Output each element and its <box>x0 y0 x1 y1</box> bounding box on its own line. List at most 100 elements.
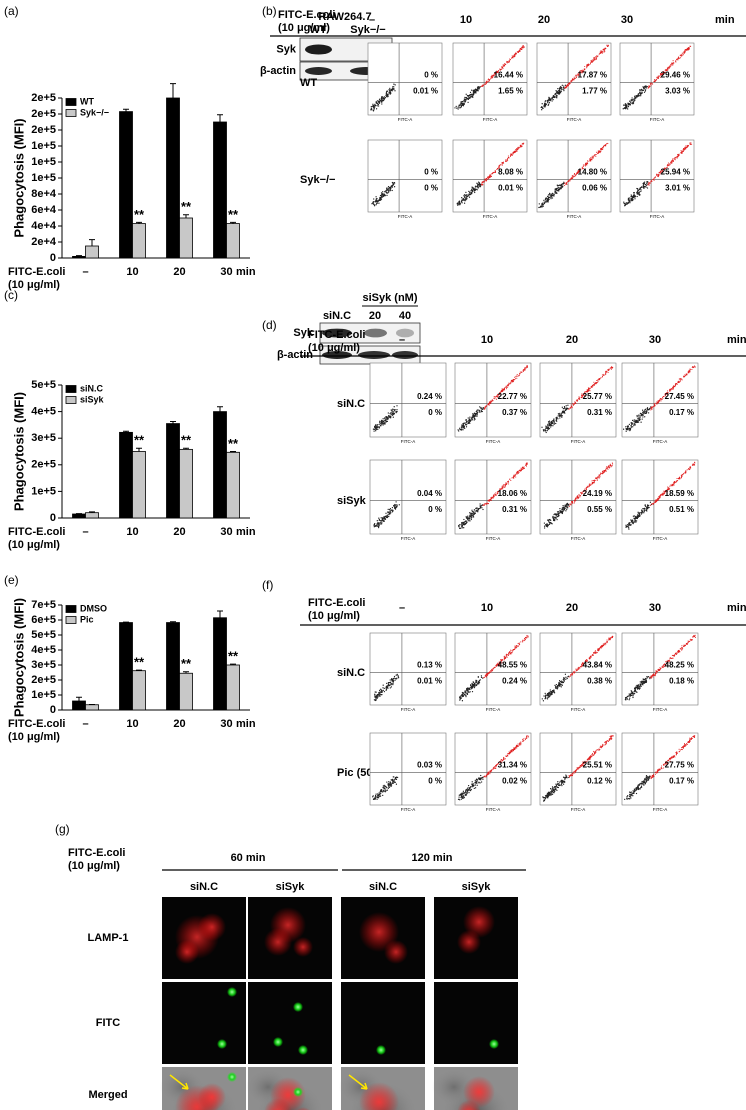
quadrant-percent: 0.03 % <box>417 761 442 770</box>
quadrant-percent: 0.55 % <box>587 505 612 514</box>
event-dots <box>459 675 484 702</box>
bar <box>72 700 86 711</box>
quadrant-percent: 0.17 % <box>669 408 694 417</box>
blot-title: RAW264.7 <box>318 11 371 23</box>
blot-row-label: Syk <box>293 327 313 339</box>
bar <box>85 704 99 711</box>
quadrant-percent: 0.06 % <box>582 184 607 193</box>
y-tick-label: 8e+4 <box>31 188 57 200</box>
event-dots <box>650 365 696 411</box>
legend-label: siSyk <box>80 394 105 404</box>
lamp1-signal <box>198 1083 226 1110</box>
plot-axis-label: FITC-A <box>486 707 501 712</box>
quadrant-percent: 48.25 % <box>665 661 694 670</box>
fitc-signal <box>227 987 237 997</box>
x-tick-label: 10 <box>126 718 138 730</box>
y-tick-label: 2e+5 <box>31 674 56 686</box>
time-unit: min <box>727 602 746 614</box>
quadrant-percent: 18.59 % <box>665 489 694 498</box>
quadrant-percent: 0.24 % <box>502 677 527 686</box>
event-dots <box>649 634 696 679</box>
arrow <box>169 1074 189 1090</box>
significance-label: ** <box>228 649 239 664</box>
event-dots <box>483 364 529 410</box>
quadrant-percent: 17.87 % <box>578 71 607 80</box>
panel-label: (d) <box>262 318 277 332</box>
fitc-signal <box>217 1039 227 1049</box>
stimulus-label: (10 μg/ml) <box>278 22 330 34</box>
quadrant-percent: 24.19 % <box>583 489 612 498</box>
error-bar <box>76 255 82 257</box>
time-label: 30 <box>649 334 661 346</box>
lamp1-signal <box>457 1100 481 1110</box>
fitc-signal <box>273 1037 283 1047</box>
quadrant-percent: 31.34 % <box>498 761 527 770</box>
event-dots <box>370 83 396 112</box>
stimulus-label: FITC-E.coli <box>68 847 125 859</box>
lamp1-signal <box>264 1098 292 1110</box>
stimulus-label: FITC-E.coli <box>308 329 365 341</box>
quadrant-percent: 0 % <box>424 71 438 80</box>
quadrant-percent: 29.46 % <box>661 71 690 80</box>
error-bar <box>170 420 176 424</box>
bar <box>166 97 180 259</box>
legend-swatch <box>65 98 77 106</box>
event-dots <box>372 405 398 432</box>
x-axis-title: (10 μg/ml) <box>8 279 60 291</box>
error-bar <box>89 511 95 513</box>
blot-row-label: β-actin <box>277 349 313 361</box>
bar <box>72 255 86 259</box>
plot-axis-label: FITC-A <box>486 439 501 444</box>
event-dots <box>542 774 570 802</box>
x-axis-title: FITC-E.coli <box>8 266 65 278</box>
error-bar <box>217 406 223 412</box>
plot-axis-label: FITC-A <box>653 536 668 541</box>
row-label: siN.C <box>337 398 365 410</box>
quadrant-percent: 0.38 % <box>587 677 612 686</box>
x-axis-title: FITC-E.coli <box>8 526 65 538</box>
row-label: Merged <box>88 1089 127 1101</box>
x-tick-label: 10 <box>126 266 138 278</box>
event-dots <box>541 404 569 434</box>
blot-band <box>305 44 332 55</box>
significance-label: ** <box>181 656 192 671</box>
x-tick-label: 20 <box>173 718 185 730</box>
significance-label: ** <box>134 655 145 670</box>
y-tick-label: 7e+5 <box>31 599 56 611</box>
y-axis-title: Phagocytosis (MFI) <box>11 598 26 717</box>
event-dots <box>568 735 614 778</box>
error-bar <box>183 214 189 218</box>
event-dots <box>371 181 396 207</box>
quadrant-percent: 0.12 % <box>587 777 612 786</box>
event-dots <box>458 503 484 529</box>
bar <box>179 448 193 519</box>
plot-axis-label: FITC-A <box>401 707 416 712</box>
event-dots <box>622 406 652 432</box>
error-bar <box>230 663 236 665</box>
legend-label: WT <box>80 96 94 106</box>
x-tick-label: 20 <box>173 266 185 278</box>
lane-label: Syk−/− <box>350 24 385 36</box>
y-tick-label: 6e+4 <box>31 204 57 216</box>
event-dots <box>541 673 570 702</box>
event-dots <box>624 774 651 801</box>
y-tick-label: 0 <box>50 512 56 524</box>
lane-label: 20 <box>369 310 381 322</box>
fitc-signal <box>227 1072 237 1082</box>
lamp1-signal <box>463 1076 495 1108</box>
stimulus-label: (10 μg/ml) <box>68 860 120 872</box>
error-bar <box>183 671 189 674</box>
panel-label: (c) <box>4 288 18 302</box>
x-tick-label: 20 <box>173 526 185 538</box>
error-bar <box>136 221 142 224</box>
quadrant-percent: 0.17 % <box>669 777 694 786</box>
event-dots <box>538 181 565 209</box>
y-tick-label: 0 <box>50 252 56 264</box>
column-label: siSyk <box>462 881 492 893</box>
plot-axis-label: FITC-A <box>650 214 665 219</box>
y-tick-label: 2e+5 <box>31 92 56 104</box>
quadrant-percent: 0.01 % <box>413 87 438 96</box>
legend-swatch <box>65 109 77 117</box>
fitc-signal <box>298 1045 308 1055</box>
quadrant-percent: 25.77 % <box>583 392 612 401</box>
